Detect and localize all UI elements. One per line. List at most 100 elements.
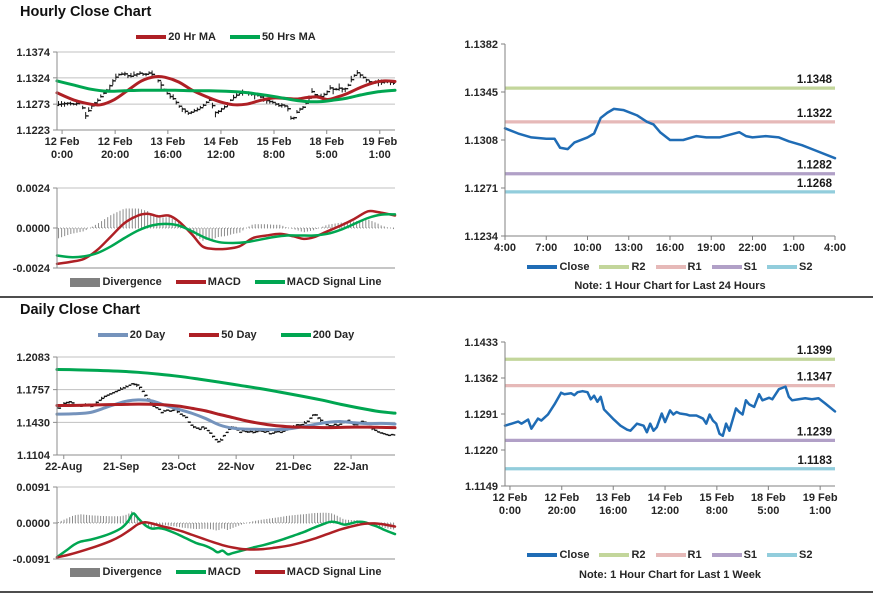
legend-item-divergence: Divergence — [70, 276, 162, 288]
legend-item-macd: MACD — [175, 276, 241, 288]
legend-item-r1: R1 — [655, 261, 702, 273]
legend-label: S1 — [743, 261, 758, 273]
legend-item-r2: R2 — [599, 261, 646, 273]
legend-line-marker-icon — [599, 553, 630, 557]
daily-section-title: Daily Close Chart — [20, 302, 141, 318]
svg-text:1.1291: 1.1291 — [464, 409, 498, 421]
legend-label: R2 — [631, 549, 646, 561]
legend-line-marker-icon — [229, 35, 260, 39]
svg-text:1.1239: 1.1239 — [797, 426, 832, 438]
legend-label: 50 Day — [221, 329, 257, 341]
svg-text:1.1104: 1.1104 — [17, 450, 51, 462]
svg-text:10:00: 10:00 — [573, 242, 601, 254]
svg-text:1.1183: 1.1183 — [797, 455, 832, 467]
legend-line-marker-icon — [711, 553, 742, 557]
legend-label: Divergence — [102, 566, 162, 578]
svg-text:1.1271: 1.1271 — [464, 183, 498, 195]
legend-line-marker-icon — [767, 265, 798, 269]
svg-text:1.1223: 1.1223 — [16, 125, 50, 137]
divergence-swatch-icon — [70, 277, 101, 287]
legend-item-50-hrs-ma: 50 Hrs MA — [229, 31, 316, 43]
hourly-sr-legend: Close R2 R1 S1 S2 — [490, 261, 850, 273]
svg-text:1.1308: 1.1308 — [464, 135, 498, 147]
legend-item-200-day: 200 Day — [280, 329, 354, 341]
daily-sr-legend: Close R2 R1 S1 S2 — [490, 549, 850, 561]
legend-line-marker-icon — [97, 333, 128, 337]
legend-line-marker-icon — [136, 35, 167, 39]
svg-text:22-Nov: 22-Nov — [218, 461, 256, 473]
legend-line-marker-icon — [527, 265, 558, 269]
legend-label: MACD Signal Line — [286, 276, 382, 288]
legend-line-marker-icon — [175, 570, 206, 574]
svg-text:4:00: 4:00 — [494, 242, 516, 254]
legend-line-marker-icon — [655, 265, 686, 269]
svg-text:0.0091: 0.0091 — [16, 482, 50, 494]
legend-item-macd-signal-line: MACD Signal Line — [254, 276, 382, 288]
svg-text:16:00: 16:00 — [656, 242, 684, 254]
legend-label: Divergence — [102, 276, 162, 288]
legend-line-marker-icon — [280, 333, 311, 337]
legend-item-20-day: 20 Day — [97, 329, 166, 341]
svg-text:1.1268: 1.1268 — [797, 178, 833, 190]
svg-text:0.0000: 0.0000 — [16, 518, 50, 530]
svg-text:1.1345: 1.1345 — [464, 87, 498, 99]
legend-label: S2 — [799, 261, 813, 273]
svg-text:19:00: 19:00 — [697, 242, 725, 254]
svg-text:1.1757: 1.1757 — [16, 385, 50, 397]
legend-item-close: Close — [527, 549, 589, 561]
daily-chart-note: Note: 1 Hour Chart for Last 1 Week — [579, 569, 761, 581]
legend-line-marker-icon — [655, 553, 686, 557]
svg-text:23-Oct: 23-Oct — [162, 461, 197, 473]
legend-line-marker-icon — [175, 280, 206, 284]
svg-text:1.1322: 1.1322 — [797, 108, 832, 120]
legend-item-divergence: Divergence — [70, 566, 162, 578]
legend-line-marker-icon — [711, 265, 742, 269]
legend-item-r2: R2 — [599, 549, 646, 561]
svg-text:21-Dec: 21-Dec — [276, 461, 312, 473]
legend-item-50-day: 50 Day — [189, 329, 257, 341]
svg-text:-0.0091: -0.0091 — [13, 554, 50, 566]
legend-label: 20 Hr MA — [168, 31, 216, 43]
legend-item-macd: MACD — [175, 566, 241, 578]
svg-text:1.1362: 1.1362 — [464, 373, 498, 385]
svg-text:1.1273: 1.1273 — [16, 99, 50, 111]
hourly-price-legend: 20 Hr MA 50 Hrs MA — [57, 31, 395, 43]
daily-price-legend: 20 Day 50 Day 200 Day — [57, 329, 395, 341]
svg-text:1.1433: 1.1433 — [464, 337, 498, 349]
svg-text:21-Sep: 21-Sep — [103, 461, 139, 473]
daily-macd-legend: Divergence MACD MACD Signal Line — [57, 566, 395, 578]
legend-line-marker-icon — [767, 553, 798, 557]
svg-text:22:00: 22:00 — [738, 242, 766, 254]
legend-label: S2 — [799, 549, 813, 561]
svg-text:0.0000: 0.0000 — [16, 223, 50, 235]
svg-text:1.2083: 1.2083 — [16, 352, 50, 364]
svg-text:1.1348: 1.1348 — [797, 74, 833, 86]
svg-text:1:00: 1:00 — [783, 242, 805, 254]
legend-label: Close — [559, 261, 590, 273]
svg-text:13:00: 13:00 — [615, 242, 643, 254]
hourly-chart-note: Note: 1 Hour Chart for Last 24 Hours — [574, 280, 766, 292]
svg-text:1.1282: 1.1282 — [797, 160, 832, 172]
legend-item-s1: S1 — [711, 549, 757, 561]
legend-label: MACD — [207, 276, 241, 288]
legend-label: 20 Day — [129, 329, 166, 341]
svg-text:1.1374: 1.1374 — [16, 47, 51, 59]
legend-label: R2 — [631, 261, 646, 273]
section-divider — [0, 296, 873, 298]
legend-label: MACD — [207, 566, 241, 578]
divergence-swatch-icon — [70, 567, 101, 577]
